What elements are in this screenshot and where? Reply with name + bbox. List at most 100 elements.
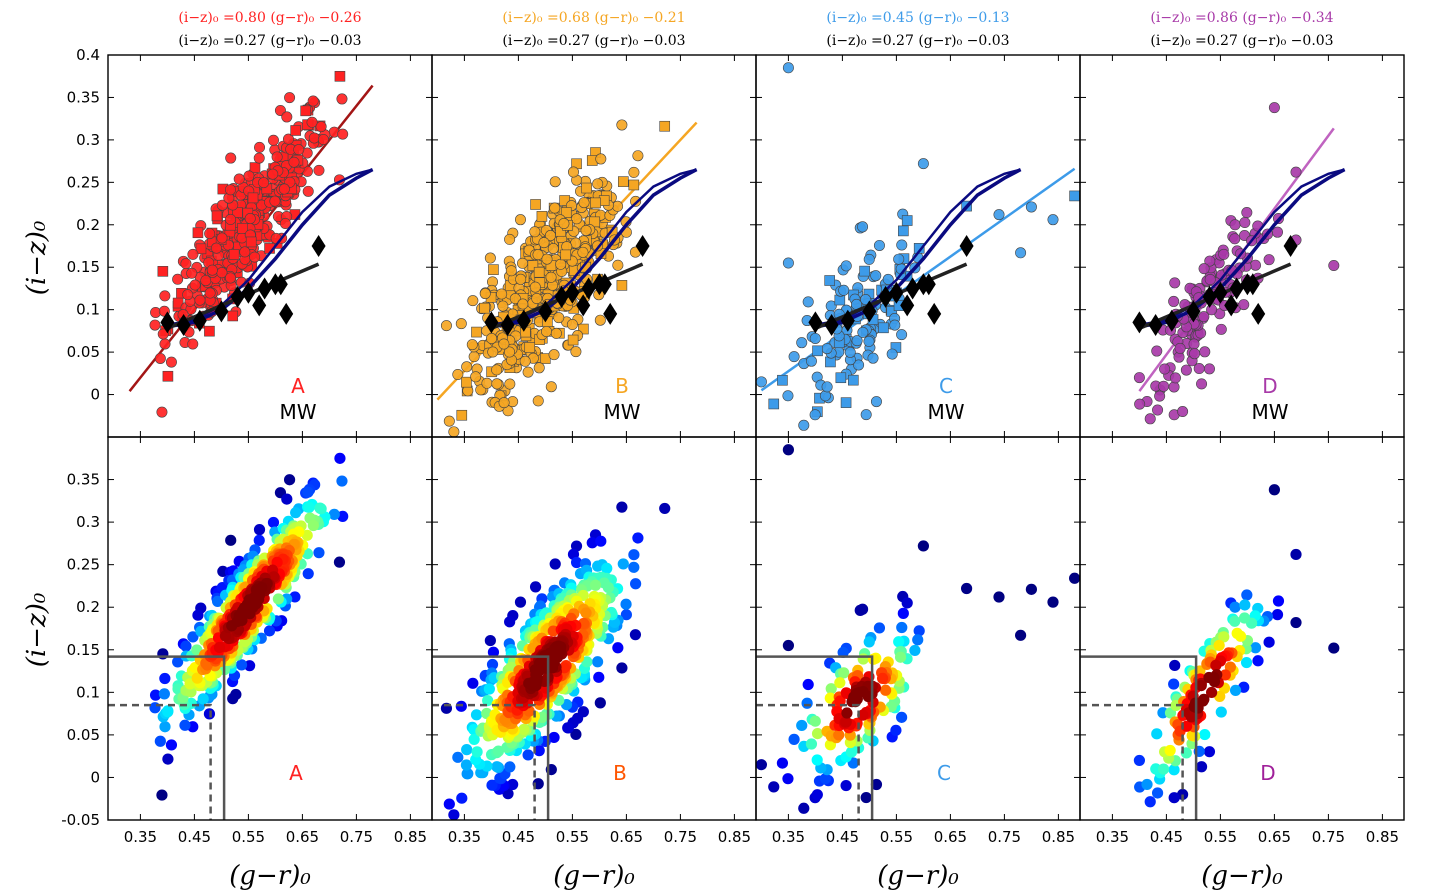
density-point xyxy=(1231,627,1243,639)
density-point xyxy=(805,738,818,750)
density-point xyxy=(1169,659,1181,672)
data-point xyxy=(467,295,479,307)
density-point xyxy=(1133,754,1145,767)
density-point xyxy=(1290,616,1302,629)
density-point xyxy=(334,452,346,464)
data-point xyxy=(659,120,671,132)
panel-bottom-plot-C xyxy=(756,444,1080,820)
density-point xyxy=(159,721,171,733)
data-point xyxy=(782,390,794,402)
y-tick-label: 0.15 xyxy=(67,258,100,276)
density-point xyxy=(802,678,814,691)
density-point xyxy=(462,768,474,780)
data-point xyxy=(1196,378,1208,390)
density-point xyxy=(1272,595,1285,607)
mw-track xyxy=(491,168,697,327)
data-point xyxy=(479,302,490,314)
density-point xyxy=(851,693,863,705)
data-point xyxy=(271,151,283,163)
data-point xyxy=(1177,406,1189,418)
density-point xyxy=(263,625,276,637)
panel-top-B: BMW xyxy=(431,54,757,438)
density-point xyxy=(594,697,606,709)
density-point xyxy=(452,751,464,763)
data-point xyxy=(630,195,642,207)
data-point xyxy=(756,376,767,388)
density-point xyxy=(301,529,313,541)
y-tick-label: 0 xyxy=(90,768,100,786)
density-point xyxy=(179,719,191,731)
data-point xyxy=(612,259,624,271)
density-point xyxy=(1229,601,1241,613)
panel-bottom-A: A 0.35 0.45 0.55 0.65 0.75 0.85 (g−r)₀ -0.05 0 0.0… xyxy=(61,436,433,891)
density-point xyxy=(213,641,226,654)
data-point xyxy=(224,272,236,284)
data-point xyxy=(1204,255,1216,267)
density-point xyxy=(482,694,494,707)
data-point xyxy=(497,300,509,312)
data-point xyxy=(873,239,885,251)
data-point xyxy=(809,332,821,344)
data-point xyxy=(1263,254,1275,266)
mw-diamond xyxy=(576,294,591,317)
data-point xyxy=(243,170,255,182)
data-point xyxy=(1144,413,1156,425)
data-point xyxy=(468,351,480,363)
data-point xyxy=(156,406,168,418)
density-point xyxy=(867,653,880,665)
density-point xyxy=(581,656,593,668)
data-point xyxy=(547,243,559,255)
data-point xyxy=(1168,295,1180,307)
data-point xyxy=(211,210,223,222)
density-point xyxy=(159,672,171,685)
dashed-cut-line xyxy=(1080,703,1184,820)
data-point xyxy=(284,92,296,104)
x-tick-label: 0.65 xyxy=(610,828,643,846)
data-point xyxy=(206,264,218,276)
data-point xyxy=(159,338,171,350)
data-point xyxy=(307,95,319,107)
data-point xyxy=(279,217,291,229)
density-point xyxy=(1069,572,1080,584)
density-point xyxy=(149,689,162,701)
data-point xyxy=(225,152,237,164)
density-point xyxy=(1168,764,1180,776)
data-point xyxy=(896,329,908,341)
data-point xyxy=(538,237,550,249)
data-point xyxy=(1238,299,1250,311)
density-point xyxy=(1239,599,1251,611)
x-tick-label: 0.35 xyxy=(448,828,481,846)
mw-track xyxy=(1139,168,1345,327)
data-point xyxy=(1272,226,1284,238)
density-point xyxy=(819,773,832,785)
data-point xyxy=(504,378,516,390)
data-point xyxy=(532,395,544,407)
density-point xyxy=(917,540,930,552)
panel-bottom-plot-B xyxy=(432,501,671,820)
density-point xyxy=(856,603,869,615)
data-point xyxy=(487,346,499,358)
density-point xyxy=(248,592,260,604)
data-point xyxy=(157,266,169,277)
data-point xyxy=(553,312,565,324)
data-point xyxy=(550,327,562,339)
data-point xyxy=(461,361,473,373)
data-point xyxy=(443,415,455,427)
density-point xyxy=(630,578,642,590)
density-point xyxy=(187,631,199,643)
density-point xyxy=(1047,596,1059,608)
density-point xyxy=(863,636,875,648)
density-point xyxy=(1150,763,1162,775)
data-point xyxy=(159,290,171,302)
data-point xyxy=(632,150,644,162)
density-point xyxy=(267,516,280,529)
data-point xyxy=(844,346,856,358)
density-point xyxy=(487,646,500,658)
data-point xyxy=(809,409,821,421)
data-point xyxy=(798,419,810,431)
density-point xyxy=(894,651,907,663)
data-point xyxy=(616,280,628,291)
density-point xyxy=(1015,629,1027,641)
density-point xyxy=(768,781,780,793)
panel-top-C: CMW xyxy=(755,54,1081,438)
